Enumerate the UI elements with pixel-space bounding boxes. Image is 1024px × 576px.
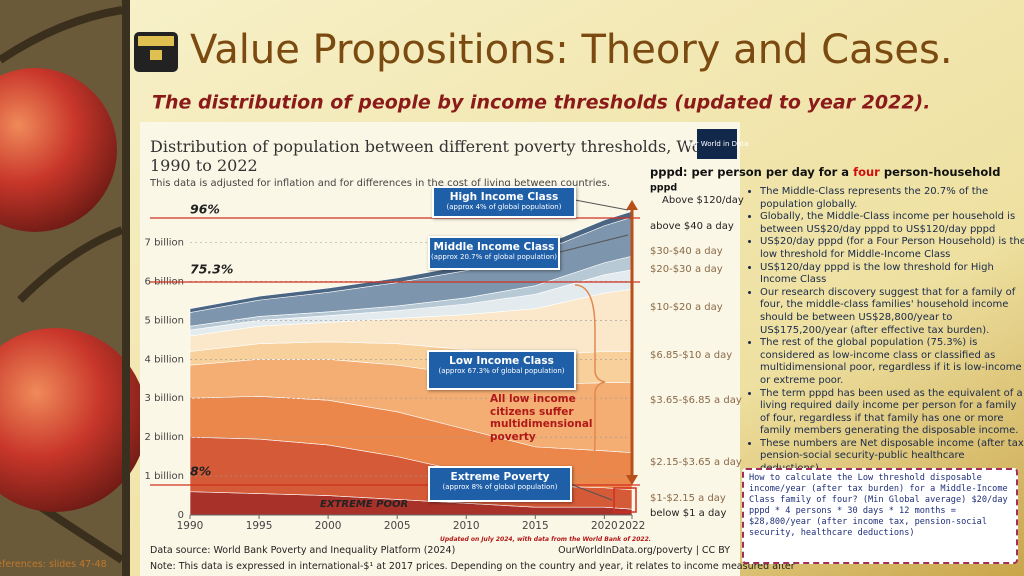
callout-detail: (approx 8% of global population) [442, 483, 558, 491]
pointer [574, 199, 629, 211]
apple [0, 68, 117, 232]
callout-title: Middle Income Class [433, 241, 555, 253]
callout-detail: (approx 67.3% of global population) [438, 367, 565, 375]
callout: Middle Income Class (approx 20.7% of glob… [428, 236, 560, 270]
chest-icon [134, 32, 178, 72]
source: Data source: World Bank Poverty and Ineq… [150, 545, 456, 556]
callout: Low Income Class (approx 67.3% of global … [427, 350, 576, 390]
brace [574, 284, 606, 481]
pointer [569, 483, 613, 501]
series-label: $10-$20 a day [650, 302, 723, 313]
series-label: $20-$30 a day [650, 264, 723, 275]
calc-note: How to calculate the Low threshold dispo… [742, 468, 1018, 564]
series-label: $6.85-$10 a day [650, 350, 732, 361]
extreme-box [613, 487, 637, 513]
logo: Our World in Data [686, 140, 749, 148]
x-tick-label: 1990 [177, 520, 204, 532]
annotations: below $1 a day $1-$2.15 a day $2.15-$3.65 … [150, 195, 744, 519]
low-income-note: All low income citizens suffer multidime… [490, 393, 593, 443]
apple [0, 328, 147, 512]
slide-title: Value Propositions: Theory and Cases. [190, 27, 953, 73]
reference: References: slides 47-48 [0, 559, 107, 570]
x-tick-label: 2020 [591, 520, 618, 532]
pppd-text: person-household [880, 165, 1001, 179]
pppd-text: pppd: per person per day for a [650, 165, 853, 179]
slide-subtitle: The distribution of people by income thr… [152, 92, 930, 114]
y-tick-label: 7 billion [145, 238, 184, 249]
annotation: 96% [190, 202, 220, 217]
series-label: $2.15-$3.65 a day [650, 457, 742, 468]
callout: Extreme Poverty (approx 8% of global popu… [428, 466, 572, 502]
x-tick-label: 1995 [246, 520, 273, 532]
y-tick-label: 0 [178, 510, 184, 521]
callout-detail: (approx 20.7% of global population) [430, 253, 558, 261]
y-tick-label: 1 billion [145, 471, 184, 482]
y-tick-label: 4 billion [145, 354, 184, 365]
y-tick-label: 5 billion [145, 315, 184, 326]
bullet: US$20/day pppd (for a Four Person Househ… [760, 236, 1024, 261]
annotation: 75.3% [190, 262, 233, 277]
chart-title: Distribution of population between diffe… [150, 137, 729, 175]
callout-title: Extreme Poverty [450, 471, 550, 483]
bullet: The Middle-Class represents the 20.7% of… [760, 186, 1024, 211]
x-tick-label: 2015 [522, 520, 549, 532]
pppd-highlight: four [853, 165, 880, 179]
bullet: Our research discovery suggest that for … [760, 287, 1024, 337]
chart-subtitle: This data is adjusted for inflation and … [149, 178, 610, 189]
logo-box [697, 129, 737, 159]
bullet: Globally, the Middle-Class income per ho… [760, 211, 1024, 236]
series-label: $1-$2.15 a day [650, 493, 726, 504]
bullet-list: The Middle-Class represents the 20.7% of… [748, 186, 1024, 476]
y-tick-label: 2 billion [145, 432, 184, 443]
source-url: OurWorldInData.org/poverty | CC BY [558, 545, 730, 556]
x-tick-label: 2000 [315, 520, 342, 532]
annotation: EXTREME POOR [320, 499, 408, 510]
callout-title: Low Income Class [449, 355, 554, 367]
callout: High Income Class (approx 4% of global po… [432, 186, 576, 218]
x-tick-label: 2022 [619, 520, 646, 532]
x-tick-label: 2010 [453, 520, 480, 532]
pointer [559, 234, 629, 253]
pppd-heading: pppd: per person per day for a four pers… [650, 165, 1000, 179]
updated-note: Updated on July 2024, with data from the… [440, 536, 652, 543]
series-label: $30-$40 a day [650, 246, 723, 257]
note: Note: This data is expressed in internat… [150, 561, 795, 572]
series-label: Above $120/day [662, 195, 744, 206]
arrow-head [626, 200, 638, 210]
bullet: US$120/day pppd is the low threshold for… [760, 262, 1024, 287]
bullet: The rest of the global population (75.3%… [760, 337, 1024, 387]
pppd-label: pppd [650, 183, 677, 194]
y-tick-label: 3 billion [145, 393, 184, 404]
callout-detail: (approx 4% of global population) [446, 203, 562, 211]
series-label: $3.65-$6.85 a day [650, 395, 742, 406]
arrow-head [626, 475, 638, 485]
series-label: above $40 a day [650, 221, 734, 232]
annotation: 8% [190, 464, 211, 479]
callout-title: High Income Class [449, 191, 559, 203]
bullet: The term pppd has been used as the equiv… [760, 388, 1024, 438]
divider [122, 0, 130, 576]
series-label: below $1 a day [650, 508, 726, 519]
x-tick-label: 2005 [384, 520, 411, 532]
